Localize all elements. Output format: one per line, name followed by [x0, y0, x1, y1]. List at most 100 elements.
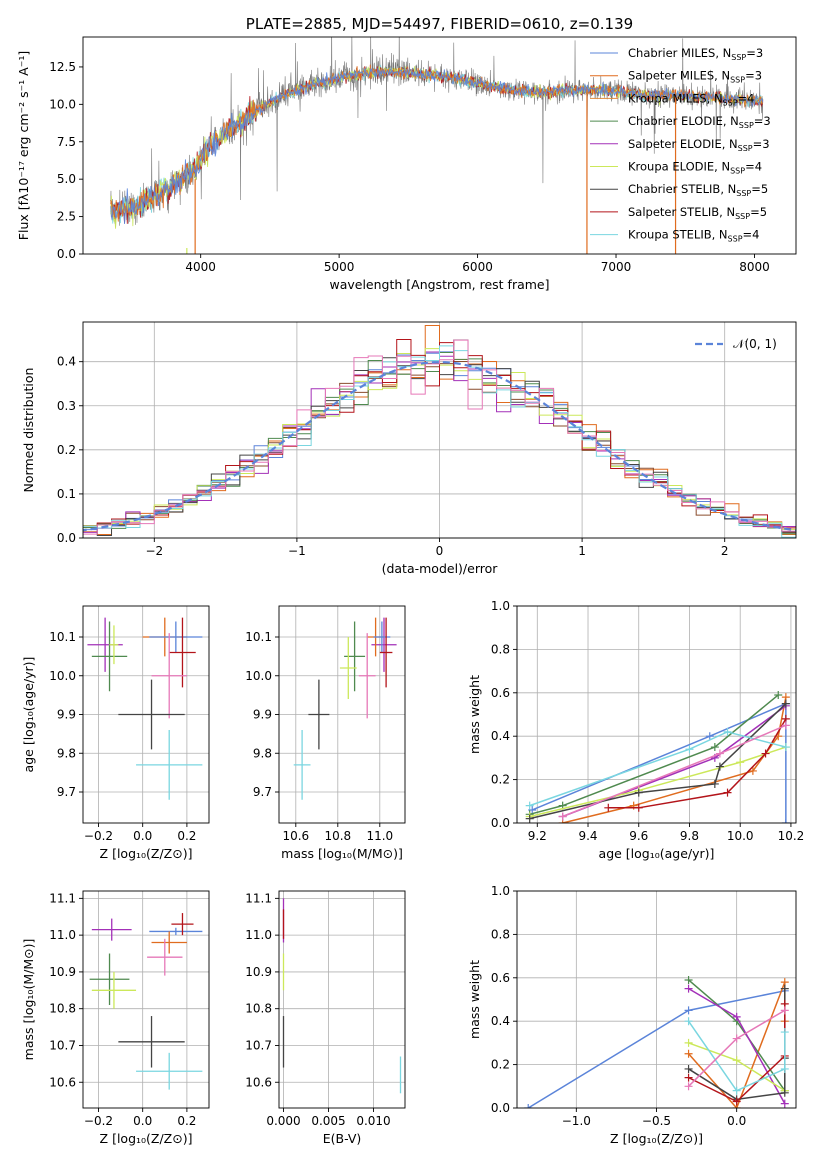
plus-marker	[780, 1099, 789, 1108]
model-spectrum-line	[110, 67, 764, 225]
legend-entry: Kroupa MILES, NSSP=4	[628, 91, 754, 107]
y-tick-label: 10.8	[49, 1002, 76, 1016]
x-axis-label: Z [log₁₀(Z/Z⊙)]	[100, 1131, 193, 1146]
x-tick-label: 10.0	[727, 829, 754, 843]
y-tick-label: 10.8	[245, 1002, 272, 1016]
y-tick-label: 0.4	[57, 355, 76, 369]
legend-label: Salpeter STELIB, N	[628, 205, 735, 219]
plus-marker	[684, 1064, 693, 1073]
plus-marker	[684, 984, 693, 993]
y-tick-label: 5.0	[57, 172, 76, 186]
x-tick-label: −0.2	[84, 829, 113, 843]
x-tick-label: 10.6	[282, 829, 309, 843]
y-tick-label: 9.7	[253, 785, 272, 799]
plus-marker	[780, 1006, 789, 1015]
legend-sub: SSP	[730, 167, 745, 176]
plus-marker	[732, 1056, 741, 1065]
plus-marker	[748, 766, 757, 775]
y-axis-label: Flux [fλ10⁻¹⁷ erg cm⁻² s⁻¹ A⁻¹]	[16, 51, 31, 240]
x-tick-label: −2	[145, 544, 163, 558]
y-tick-label: 9.8	[57, 746, 76, 760]
errorbar-point	[171, 913, 194, 936]
legend-suffix: =4	[743, 228, 760, 242]
y-tick-label: 9.9	[253, 708, 272, 722]
y-tick-label: 0.2	[57, 443, 76, 457]
y-axis-label: mass weight	[467, 675, 482, 754]
weight-line	[529, 746, 787, 818]
legend-label: Chabrier ELODIE, N	[628, 114, 739, 128]
legend-suffix: =3	[745, 69, 762, 83]
legend-sub: SSP	[735, 212, 750, 221]
x-axis-label: E(B-V)	[323, 1131, 362, 1146]
y-tick-label: 0.6	[491, 686, 510, 700]
y-tick-label: 2.5	[57, 210, 76, 224]
legend-label: Kroupa ELODIE, N	[628, 160, 730, 174]
legend-suffix: =5	[751, 182, 768, 196]
errorbar-point	[149, 621, 203, 653]
plus-marker	[684, 1017, 693, 1026]
x-axis-label: Z [log₁₀(Z/Z⊙)]	[100, 846, 193, 861]
errorbar-point	[379, 617, 393, 688]
legend-entry: 𝒩(0, 1)	[733, 337, 777, 351]
plus-marker	[634, 803, 643, 812]
plus-marker	[710, 779, 719, 788]
axes-mass_weight_vs_age: 9.2 9.4 9.6 9.8 10.0 10.2 0.0 0.2 0.4 0.6 0.8 1.0 ag…	[467, 599, 804, 861]
y-tick-label: 0.0	[57, 247, 76, 261]
errorbar-point	[373, 621, 391, 653]
x-tick-label: 8000	[739, 260, 770, 274]
legend-entry: Salpeter ELODIE, NSSP=3	[628, 137, 770, 153]
legend-label: Kroupa STELIB, N	[628, 228, 728, 242]
y-tick-label: 10.0	[49, 669, 76, 683]
y-tick-label: 12.5	[49, 60, 76, 74]
model-spectrum-line	[110, 64, 764, 222]
y-tick-label: 0.4	[491, 729, 510, 743]
plus-marker	[710, 743, 719, 752]
errorbar-point	[136, 730, 203, 800]
legend-entry: Salpeter STELIB, NSSP=5	[628, 205, 767, 221]
errorbar-point	[151, 633, 187, 719]
legend-sub: SSP	[723, 98, 738, 107]
plus-marker	[723, 788, 732, 797]
errorbar-point	[147, 938, 183, 976]
axes-age_vs_Z: −0.2 0.0 0.2 9.7 9.8 9.9 10.0 10.1 Z [log₁₀(Z/Z⊙…	[21, 605, 210, 861]
x-tick-label: 9.8	[680, 829, 699, 843]
plus-marker	[781, 699, 790, 708]
y-axis-label: age [log₁₀(age/yr)]	[21, 657, 36, 773]
y-axis-label: mass [log₁₀(M/M⊙)]	[21, 939, 36, 1061]
plot-area-mass_vs_Z	[89, 913, 203, 1090]
plus-marker	[604, 803, 613, 812]
x-tick-label: 11.0	[366, 829, 393, 843]
x-tick-label: 6000	[462, 260, 493, 274]
legend-entry: Kroupa ELODIE, NSSP=4	[628, 160, 762, 176]
axes-mass_vs_Z: −0.2 0.0 0.2 10.6 10.7 10.8 10.9 11.0 11.1 Z [log…	[21, 890, 210, 1146]
x-axis-label: age [log₁₀(age/yr)]	[599, 846, 715, 861]
x-tick-label: 0	[436, 544, 444, 558]
weight-series	[525, 727, 790, 810]
legend-suffix: =3	[754, 114, 771, 128]
x-axis-label: wavelength [Angstrom, rest frame]	[329, 277, 549, 292]
legend-sub: SSP	[739, 121, 754, 130]
errorbar-point	[151, 931, 187, 954]
weight-line	[529, 731, 787, 807]
y-tick-label: 10.7	[49, 1038, 76, 1052]
axes-frame	[278, 890, 406, 1109]
x-axis-label: Z [log₁₀(Z/Z⊙)]	[610, 1131, 703, 1146]
errorbar-point	[308, 679, 330, 750]
weight-series	[684, 1017, 789, 1095]
y-tick-label: 7.5	[57, 135, 76, 149]
legend-suffix: =3	[746, 46, 763, 60]
legend-sub: SSP	[731, 53, 746, 62]
axes-frame	[516, 605, 797, 824]
x-tick-label: 4000	[185, 260, 216, 274]
legend-label: Kroupa MILES, N	[628, 91, 723, 105]
legend-entry: Chabrier MILES, NSSP=3	[628, 46, 763, 62]
x-tick-label: 0.000	[266, 1114, 300, 1128]
x-tick-label: 2	[721, 544, 729, 558]
plot-area-mass_weight_vs_Z	[524, 975, 789, 1108]
plus-marker	[685, 745, 694, 754]
y-tick-label: 10.9	[49, 965, 76, 979]
plus-marker	[684, 1049, 693, 1058]
y-tick-label: 0.1	[57, 487, 76, 501]
x-tick-label: −1.0	[562, 1114, 591, 1128]
